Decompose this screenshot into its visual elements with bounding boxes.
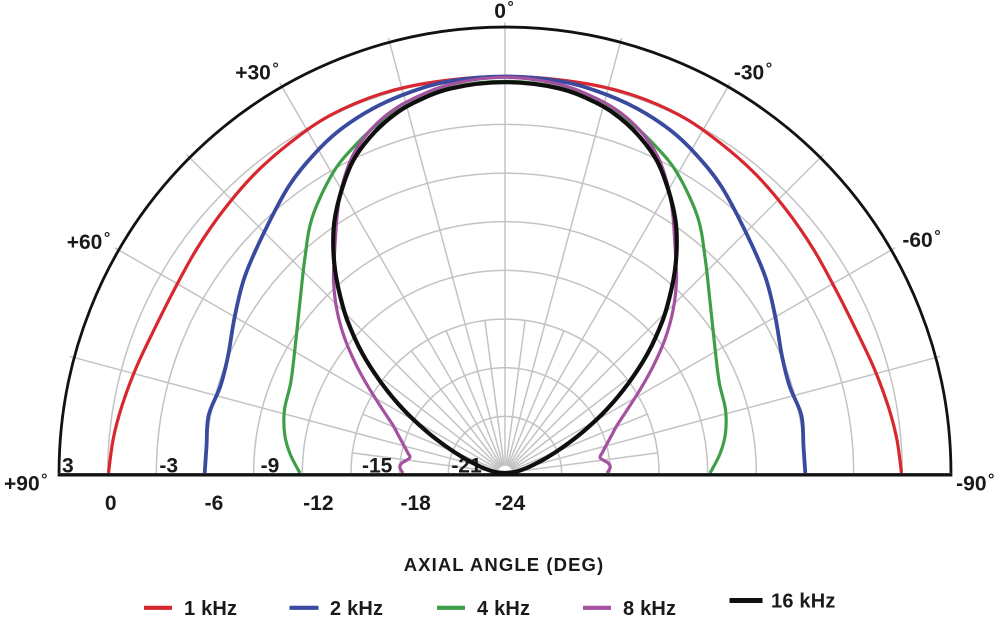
series-curve-8-khz (331, 75, 679, 474)
grid-spoke-major-30deg (279, 82, 502, 467)
legend-item-8-khz: 8 kHz (583, 598, 676, 620)
radial-tick-below--18db: -18 (400, 492, 431, 515)
radial-tick-below-0db: 0 (105, 492, 117, 515)
grid-spoke-major--15deg (506, 37, 623, 466)
angle-label--60deg: -60° (902, 228, 940, 252)
grid-spoke-minor--52.5deg (510, 378, 628, 469)
angle-label-0deg: 0° (494, 0, 514, 23)
angle-label--30deg: -30° (734, 61, 772, 85)
grid-spoke-minor-37.5deg (410, 350, 501, 468)
radial-tick-above--15db: -15 (362, 455, 393, 478)
grid-spoke-major--60deg (511, 247, 896, 470)
grid-spoke-minor-22.5deg (445, 330, 503, 466)
radial-tick-below--6db: -6 (205, 492, 224, 515)
grid-spoke-minor-52.5deg (382, 378, 500, 469)
legend-label-16-khz: 16 kHz (771, 591, 836, 613)
axis-frame (57, 25, 953, 477)
grid-spoke-major-60deg (114, 247, 499, 470)
polar-grid (69, 22, 941, 474)
x-axis-title: AXIAL ANGLE (DEG) (404, 554, 605, 575)
legend-item-2-khz: 2 kHz (289, 598, 383, 620)
grid-spoke-major-15deg (387, 37, 504, 466)
radial-tick-below--24db: -24 (495, 492, 526, 515)
angle-label-90deg: +90° (4, 472, 48, 496)
legend-item-16-khz: 16 kHz (729, 591, 836, 613)
radial-tick-above--21db: -21 (451, 455, 482, 478)
legend-item-1-khz: 1 kHz (144, 598, 237, 620)
legend: 1 kHz 2 kHz 4 kHz 8 kHz 16 kHz (144, 591, 836, 620)
angle-label-30deg: +30° (235, 61, 279, 85)
grid-spoke-minor-7.5deg (484, 320, 505, 466)
grid-spoke-minor--82.5deg (512, 452, 658, 473)
grid-spoke-minor--67.5deg (512, 413, 648, 471)
legend-label-2-khz: 2 kHz (330, 598, 383, 620)
series-curve-16-khz (331, 80, 679, 476)
legend-label-8-khz: 8 kHz (623, 598, 676, 620)
radial-tick-above-3db: 3 (62, 455, 74, 478)
grid-spoke-minor-67.5deg (362, 413, 498, 471)
series-curves (106, 74, 904, 476)
grid-spoke-minor-82.5deg (352, 452, 498, 473)
radial-tick-above--9db: -9 (261, 455, 280, 478)
radial-tick-below--12db: -12 (303, 492, 333, 515)
legend-label-4-khz: 4 kHz (477, 598, 530, 620)
radial-tick-above--3db: -3 (159, 455, 178, 478)
legend-item-4-khz: 4 kHz (437, 598, 530, 620)
angle-label--90deg: -90° (956, 472, 994, 496)
grid-spoke-minor--37.5deg (509, 350, 600, 468)
legend-label-1-khz: 1 kHz (184, 598, 237, 620)
grid-spoke-minor--22.5deg (507, 330, 565, 466)
axis-tick-labels: 0° +30° -30° +60° -60° +90° -90° 3 -3 -9 -15 -21 0 -6… (4, 0, 994, 515)
angle-label-60deg: +60° (67, 230, 111, 254)
outer-boundary-ring (57, 25, 953, 474)
grid-spoke-major--30deg (508, 82, 731, 467)
grid-spoke-minor--7.5deg (505, 320, 526, 466)
